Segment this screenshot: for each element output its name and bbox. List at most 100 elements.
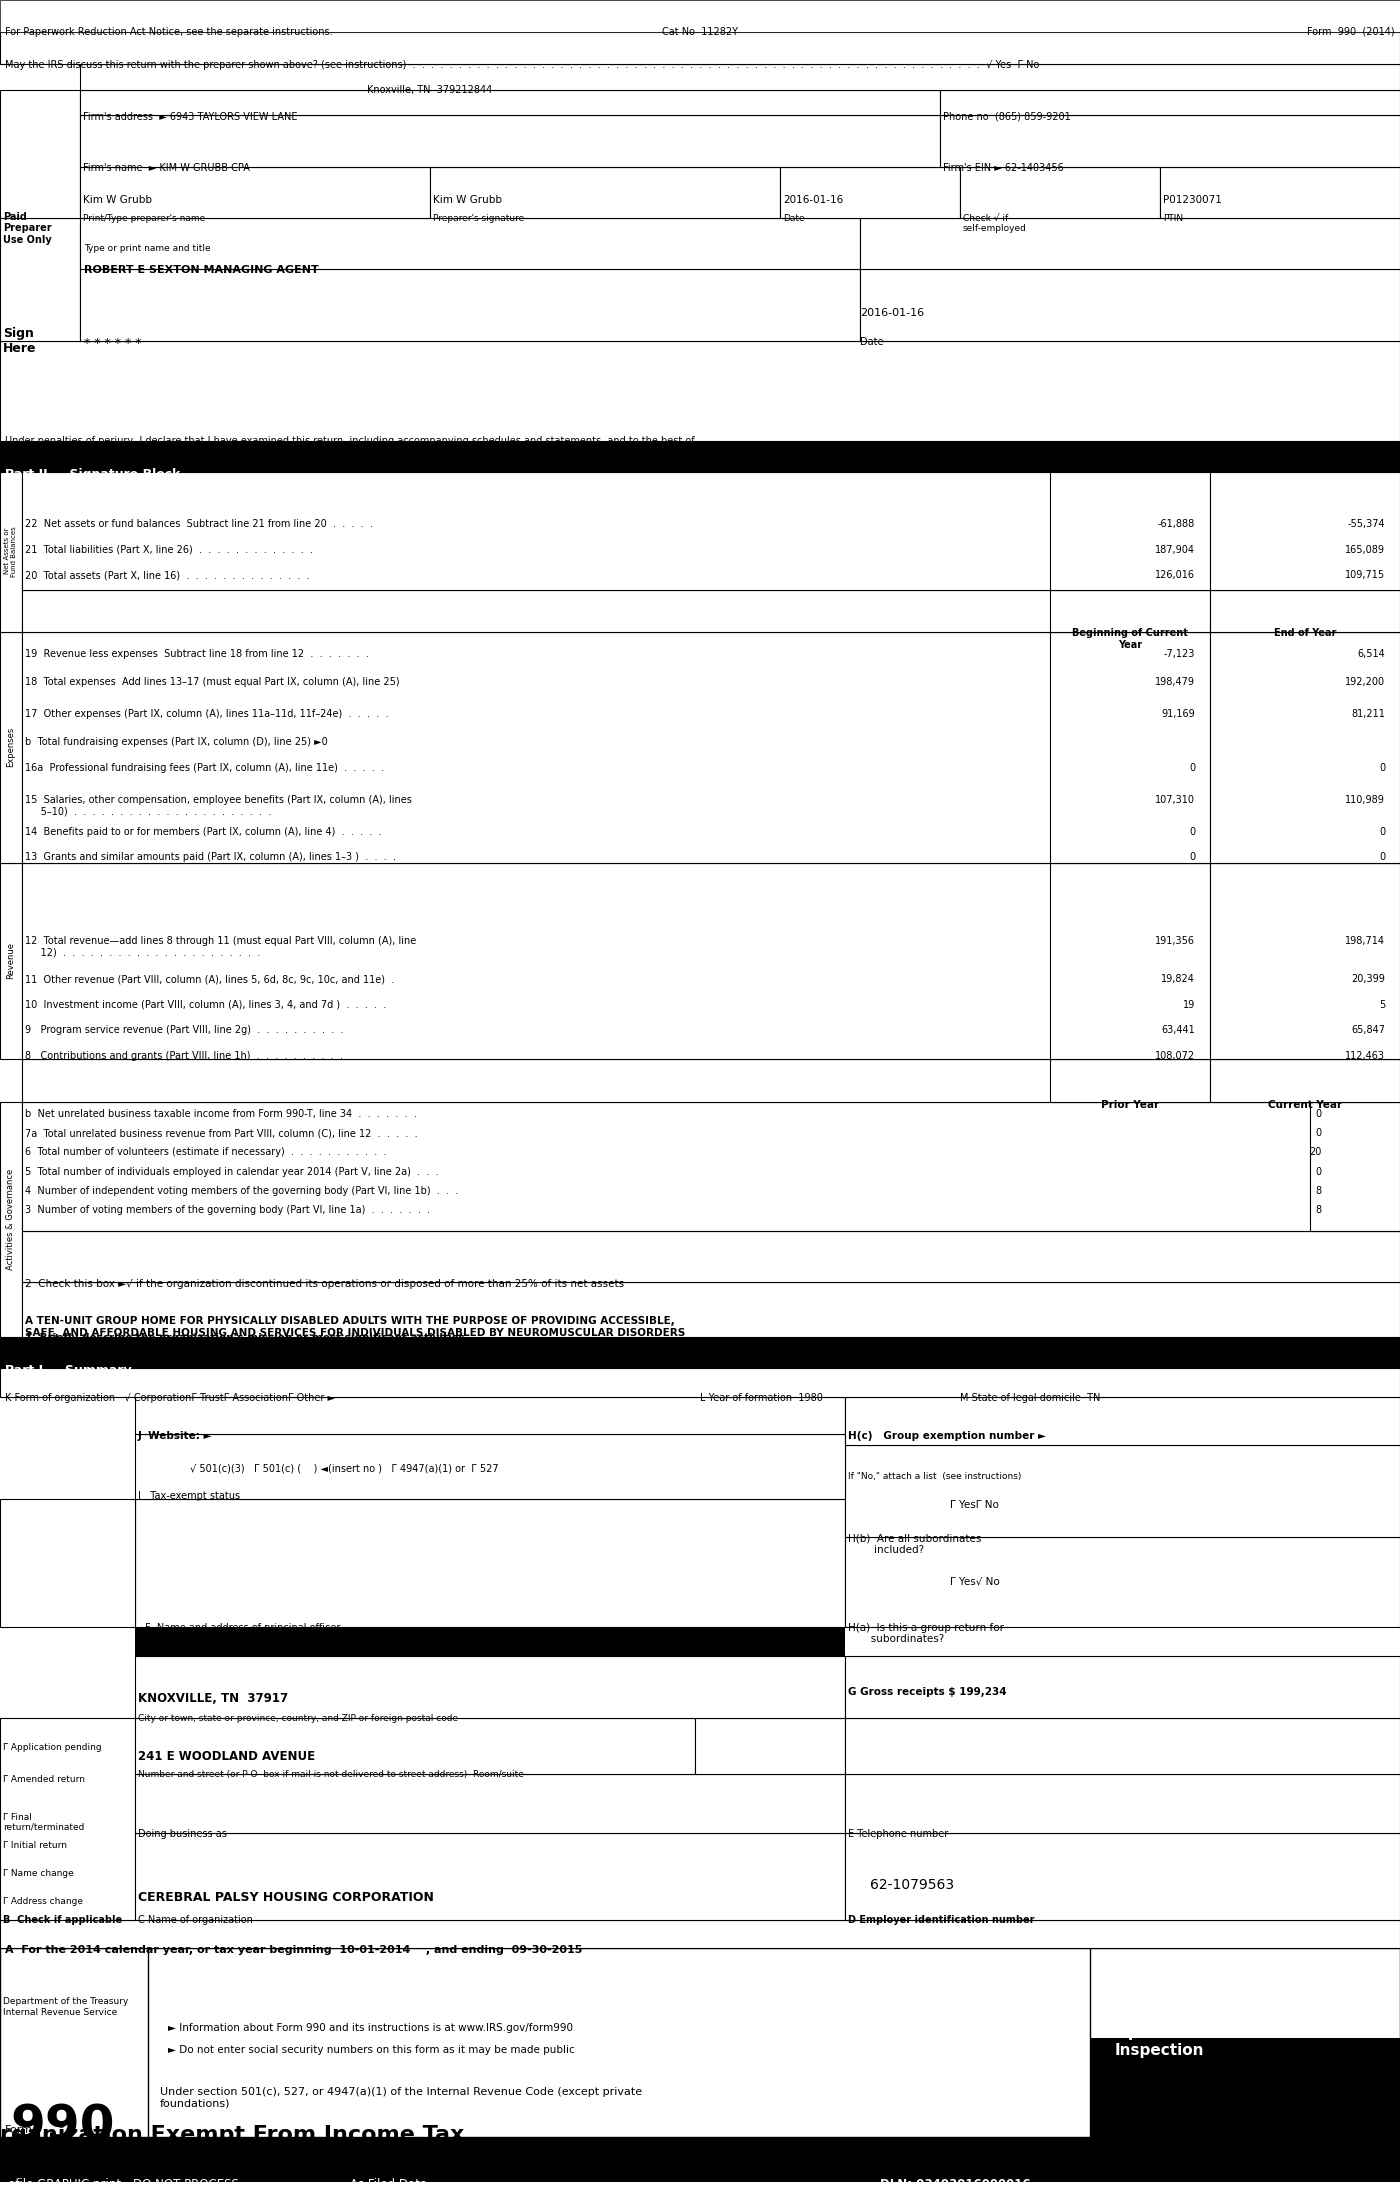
Text: Form  990  (2014): Form 990 (2014)	[1308, 26, 1394, 37]
Text: 7a  Total unrelated business revenue from Part VIII, column (C), line 12  .  .  : 7a Total unrelated business revenue from…	[25, 1129, 417, 1138]
Text: Net Assets or
Fund Balances: Net Assets or Fund Balances	[4, 526, 17, 576]
Text: Number and street (or P O  box if mail is not delivered to street address)  Room: Number and street (or P O box if mail is…	[139, 1771, 524, 1780]
Text: -55,374: -55,374	[1347, 520, 1385, 528]
Text: Γ Name change: Γ Name change	[3, 1870, 74, 1879]
Bar	[846, 1537, 1400, 1626]
Bar	[846, 1719, 1400, 1773]
Text: E Telephone number: E Telephone number	[848, 1830, 948, 1839]
Text: ► Do not enter social security numbers on this form as it may be made public: ► Do not enter social security numbers o…	[168, 2045, 575, 2054]
Bar	[1210, 631, 1400, 864]
Bar	[134, 1499, 846, 1626]
Text: Firm's address  ► 6943 TAYLORS VIEW LANE: Firm's address ► 6943 TAYLORS VIEW LANE	[83, 112, 297, 121]
Text: Kim W Grubb: Kim W Grubb	[83, 195, 153, 204]
Text: 0: 0	[1379, 826, 1385, 837]
Text: 0: 0	[1189, 853, 1196, 861]
Bar	[1310, 1103, 1400, 1230]
Text: Cat No  11282Y: Cat No 11282Y	[662, 26, 738, 37]
Text: 0: 0	[1379, 853, 1385, 861]
Bar	[22, 631, 1400, 864]
Text: P01230071: P01230071	[1163, 195, 1222, 204]
Text: 65,847: 65,847	[1351, 1026, 1385, 1035]
Bar	[694, 1719, 846, 1773]
Text: A TEN-UNIT GROUP HOME FOR PHYSICALLY DISABLED ADULTS WITH THE PURPOSE OF PROVIDI: A TEN-UNIT GROUP HOME FOR PHYSICALLY DIS…	[25, 1317, 685, 1337]
Text: 0: 0	[1189, 763, 1196, 774]
Bar	[846, 1773, 1400, 1833]
Text: 2  Check this box ►√ if the organization discontinued its operations or disposed: 2 Check this box ►√ if the organization …	[25, 1280, 624, 1289]
Bar	[22, 1230, 1400, 1282]
Text: 6  Total number of volunteers (estimate if necessary)  .  .  .  .  .  .  .  .  .: 6 Total number of volunteers (estimate i…	[25, 1146, 386, 1157]
Text: 19,824: 19,824	[1161, 973, 1196, 984]
Bar	[780, 167, 960, 217]
Text: Return of Organization Exempt From Income Tax: Return of Organization Exempt From Incom…	[0, 2126, 465, 2146]
Bar	[134, 1719, 694, 1773]
Bar	[134, 1396, 846, 1434]
Text: 10  Investment income (Part VIII, column (A), lines 3, 4, and 7d )  .  .  .  .  : 10 Investment income (Part VIII, column …	[25, 1000, 386, 1011]
Text: Part II     Signature Block: Part II Signature Block	[6, 467, 181, 480]
Text: May the IRS discuss this return with the preparer shown above? (see instructions: May the IRS discuss this return with the…	[6, 59, 1039, 70]
Bar	[134, 1773, 846, 1833]
Text: Phone no  (865) 859-9201: Phone no (865) 859-9201	[944, 112, 1071, 121]
Text: H(b)  Are all subordinates
        included?: H(b) Are all subordinates included?	[848, 1532, 981, 1554]
Text: Date: Date	[783, 215, 805, 224]
Text: As Filed Data -: As Filed Data -	[350, 2179, 435, 2190]
Text: Date: Date	[860, 338, 883, 346]
Text: 109,715: 109,715	[1345, 570, 1385, 581]
Bar	[846, 1833, 1400, 1920]
Text: 198,479: 198,479	[1155, 677, 1196, 686]
Text: * * * * * *: * * * * * *	[84, 338, 141, 351]
Text: Revenue: Revenue	[7, 943, 15, 978]
Bar	[0, 631, 22, 864]
Text: 63,441: 63,441	[1161, 1026, 1196, 1035]
Text: 20,399: 20,399	[1351, 973, 1385, 984]
Bar	[939, 90, 1400, 116]
Text: √ 501(c)(3)   Γ 501(c) (    ) ◄(insert no )   Γ 4947(a)(1) or  Γ 527: √ 501(c)(3) Γ 501(c) ( ) ◄(insert no ) Γ…	[190, 1464, 498, 1473]
Bar	[846, 1445, 1400, 1537]
Text: 5  Total number of individuals employed in calendar year 2014 (Part V, line 2a) : 5 Total number of individuals employed i…	[25, 1166, 438, 1177]
Text: b  Total fundraising expenses (Part IX, column (D), line 25) ►0: b Total fundraising expenses (Part IX, c…	[25, 737, 328, 747]
Bar	[1050, 864, 1210, 1059]
Text: 0: 0	[1316, 1109, 1322, 1118]
Text: 11  Other revenue (Part VIII, column (A), lines 5, 6d, 8c, 9c, 10c, and 11e)  .: 11 Other revenue (Part VIII, column (A),…	[25, 973, 395, 984]
Text: Γ Yes√ No: Γ Yes√ No	[951, 1576, 1000, 1587]
Text: Sign
Here: Sign Here	[3, 327, 36, 355]
Text: 0: 0	[1316, 1129, 1322, 1138]
Bar	[22, 471, 1400, 590]
Text: Firm's name  ► KIM W GRUBB CPA: Firm's name ► KIM W GRUBB CPA	[83, 162, 249, 173]
Text: 15  Salaries, other compensation, employee benefits (Part IX, column (A), lines
: 15 Salaries, other compensation, employe…	[25, 796, 412, 815]
Text: 12  Total revenue—add lines 8 through 11 (must equal Part VIII, column (A), line: 12 Total revenue—add lines 8 through 11 …	[25, 936, 416, 958]
Bar	[939, 116, 1400, 167]
Text: 91,169: 91,169	[1161, 708, 1196, 719]
Text: 16a  Professional fundraising fees (Part IX, column (A), line 11e)  .  .  .  .  : 16a Professional fundraising fees (Part …	[25, 763, 384, 774]
Bar	[22, 1059, 1400, 1103]
Bar	[134, 1657, 846, 1719]
Text: 191,356: 191,356	[1155, 936, 1196, 945]
Text: CEREBRAL PALSY HOUSING CORPORATION: CEREBRAL PALSY HOUSING CORPORATION	[139, 1892, 434, 1905]
Bar	[0, 2137, 1400, 2181]
Text: 8: 8	[1316, 1206, 1322, 1214]
Text: 0: 0	[1316, 1166, 1322, 1177]
Bar	[80, 116, 939, 167]
Bar	[22, 1103, 1400, 1230]
Text: Knoxville, TN  379212844: Knoxville, TN 379212844	[367, 85, 493, 94]
Text: End of Year: End of Year	[1274, 629, 1336, 638]
Text: -7,123: -7,123	[1163, 649, 1196, 658]
Bar	[846, 1396, 1400, 1445]
Bar	[0, 1103, 22, 1337]
Text: 18  Total expenses  Add lines 13–17 (must equal Part IX, column (A), line 25): 18 Total expenses Add lines 13–17 (must …	[25, 677, 399, 686]
Bar	[860, 270, 1400, 342]
Text: 126,016: 126,016	[1155, 570, 1196, 581]
Bar	[80, 217, 860, 270]
Text: H(a)  Is this a group return for
       subordinates?: H(a) Is this a group return for subordin…	[848, 1622, 1004, 1644]
Bar	[1210, 864, 1400, 1059]
Text: 112,463: 112,463	[1345, 1052, 1385, 1061]
Text: 17  Other expenses (Part IX, column (A), lines 11a–11d, 11f–24e)  .  .  .  .  .: 17 Other expenses (Part IX, column (A), …	[25, 708, 389, 719]
Text: 81,211: 81,211	[1351, 708, 1385, 719]
Bar	[0, 0, 1400, 33]
Text: Open to Public
Inspection: Open to Public Inspection	[1114, 2025, 1240, 2058]
Text: Preparer's signature: Preparer's signature	[433, 215, 524, 224]
Text: 198,714: 198,714	[1345, 936, 1385, 945]
Text: City or town, state or province, country, and ZIP or foreign postal code: City or town, state or province, country…	[139, 1714, 458, 1723]
Text: 22  Net assets or fund balances  Subtract line 21 from line 20  .  .  .  .  .: 22 Net assets or fund balances Subtract …	[25, 520, 372, 528]
Text: Paid
Preparer
Use Only: Paid Preparer Use Only	[3, 210, 52, 246]
Bar	[0, 864, 22, 1059]
